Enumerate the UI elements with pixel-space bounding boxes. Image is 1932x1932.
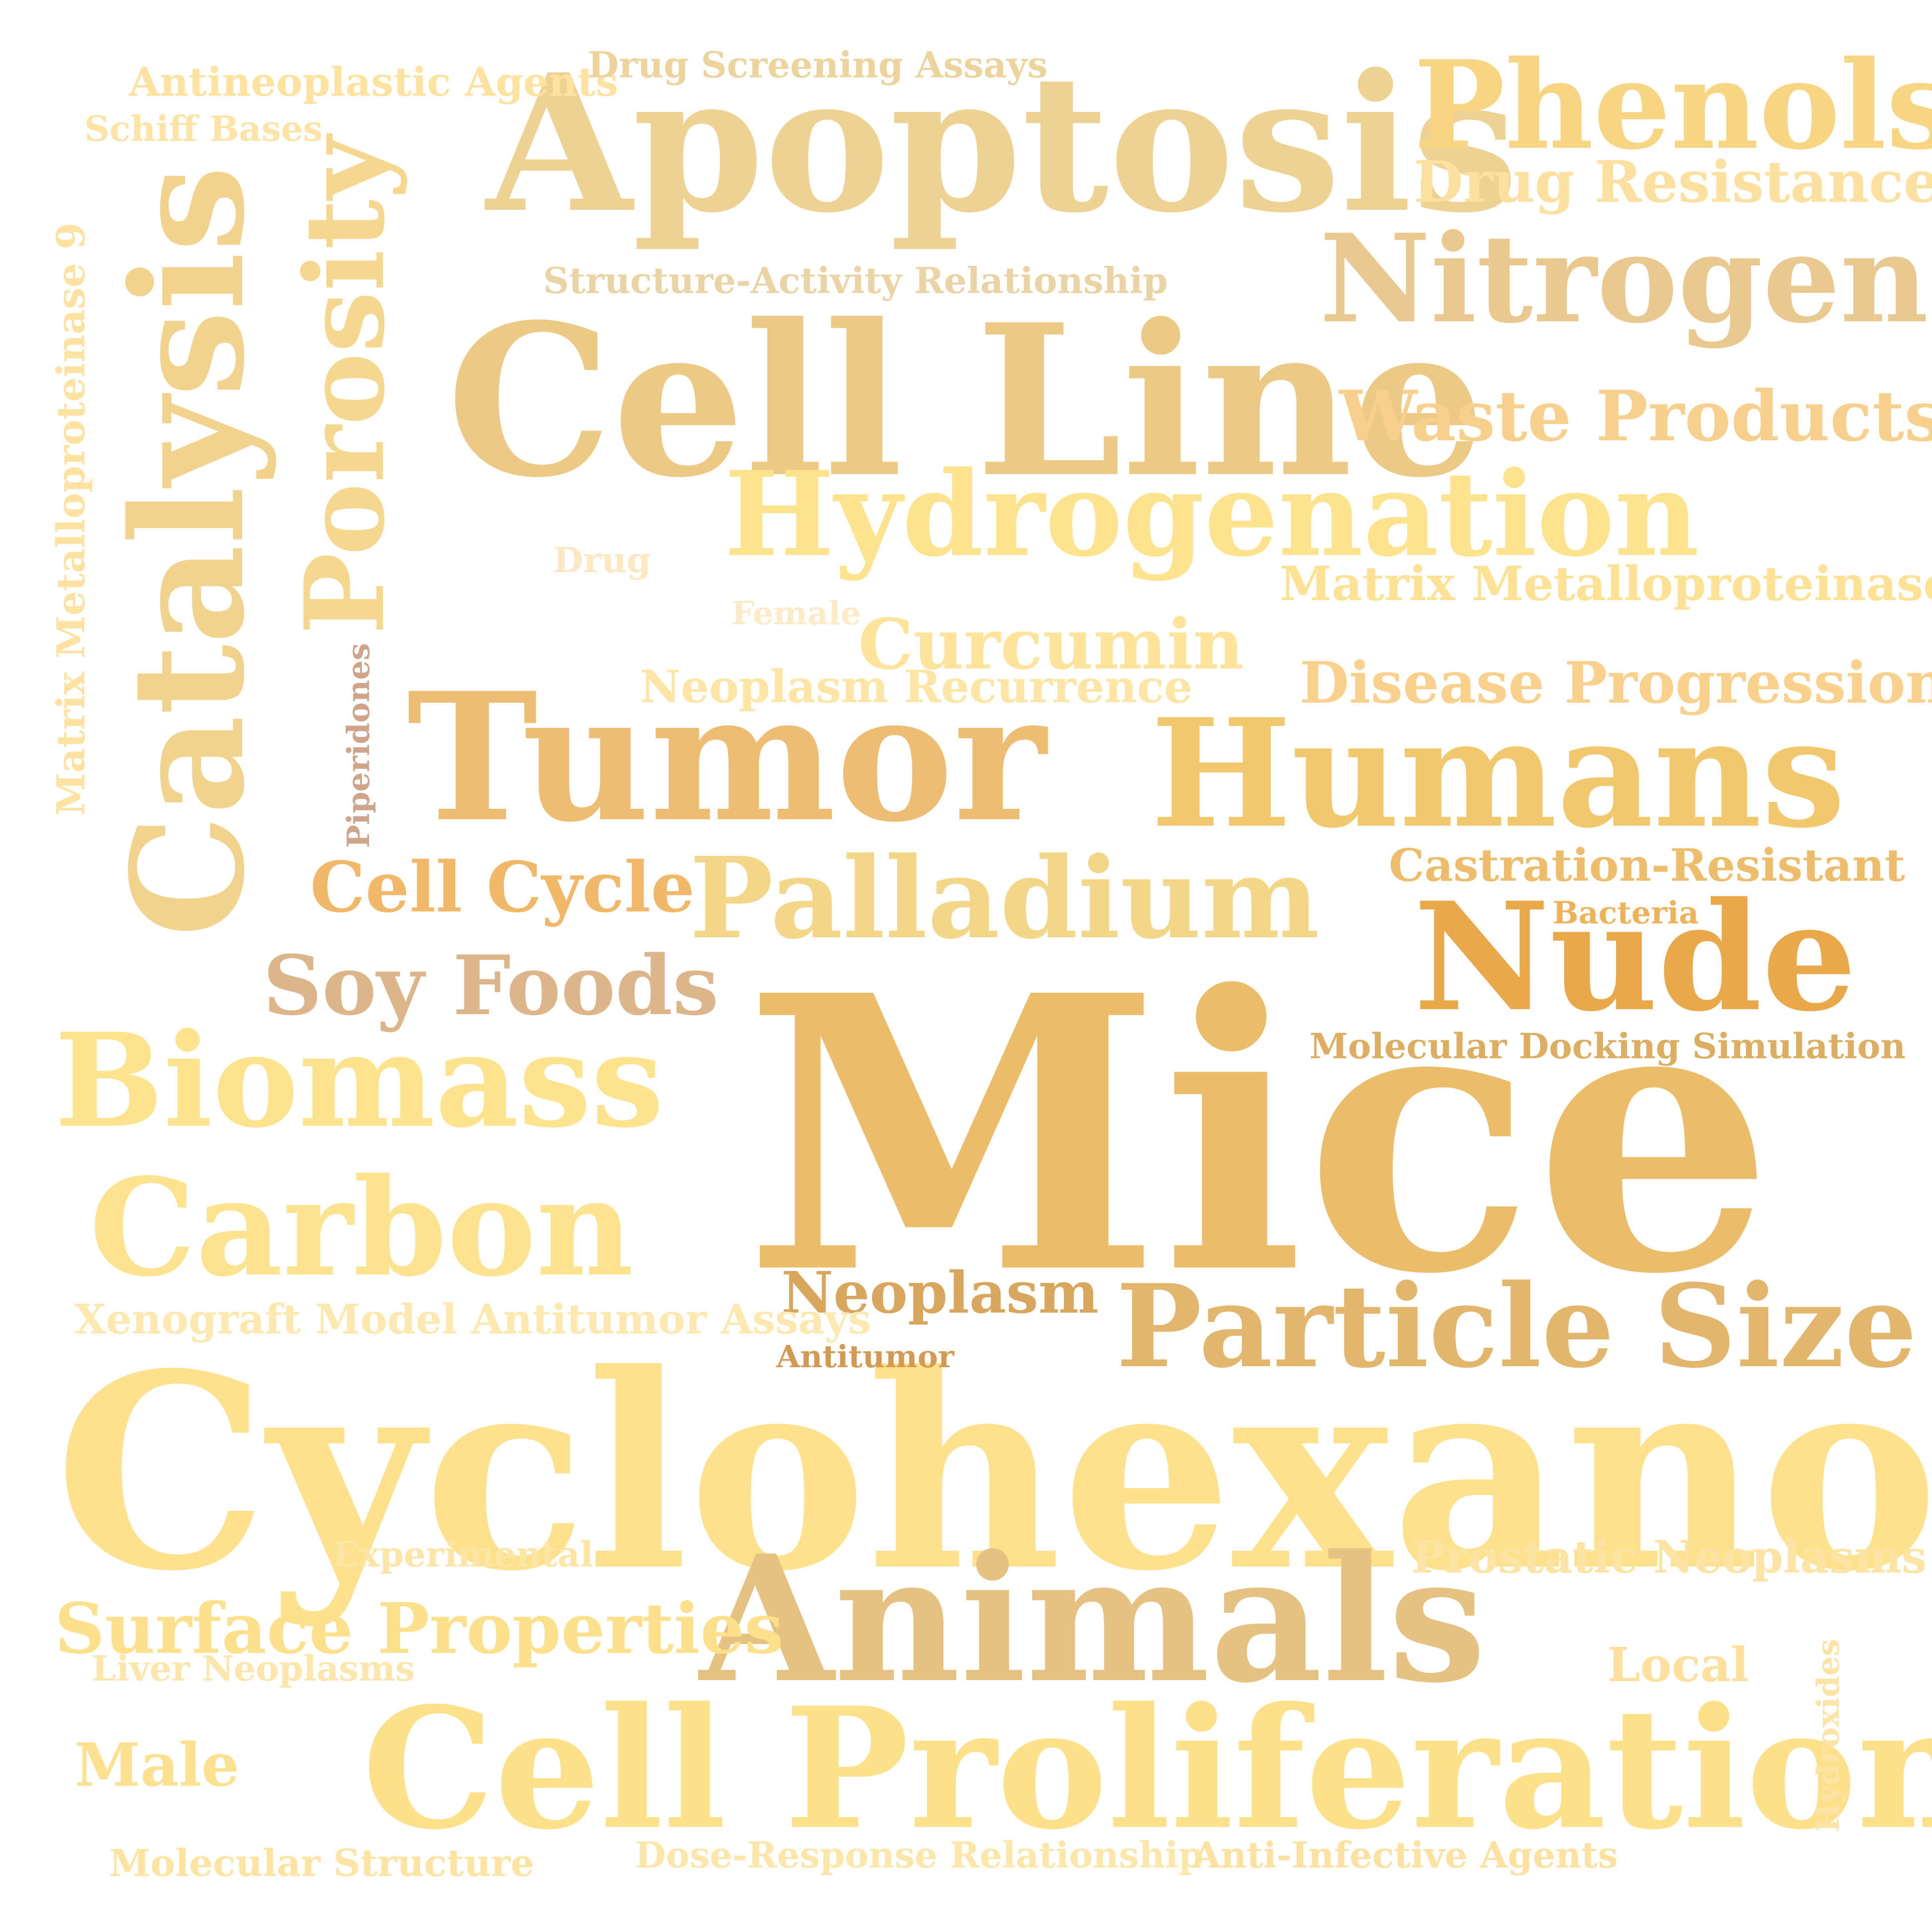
word-carbon: Carbon	[89, 1148, 634, 1306]
word-anti-infective-agents: Anti-Infective Agents	[1193, 1834, 1618, 1876]
word-drug: Drug	[553, 540, 651, 581]
word-schiff-bases: Schiff Bases	[84, 108, 323, 149]
word-cyclohexanones: Cyclohexanones	[55, 1316, 1932, 1630]
word-soy-foods: Soy Foods	[263, 937, 719, 1033]
word-porosity: Porosity	[280, 136, 409, 635]
word-local: Local	[1607, 1637, 1749, 1692]
word-structure-activity-relationship: Structure-Activity Relationship	[543, 259, 1168, 302]
word-matrix-metalloproteinase-2: Matrix Metalloproteinase 2	[1280, 556, 1932, 611]
word-apoptosis: Apoptosis	[486, 33, 1518, 254]
word-curcumin: Curcumin	[858, 604, 1244, 685]
word-piperidones: Piperidones	[340, 643, 376, 848]
word-phenols: Phenols	[1414, 34, 1932, 177]
word-antineoplastic-agents: Antineoplastic Agents	[129, 59, 619, 105]
word-molecular-docking-simulation: Molecular Docking Simulation	[1309, 1026, 1906, 1067]
word-prostatic-neoplasms: Prostatic Neoplasms	[1411, 1531, 1927, 1583]
word-drug-screening-assays: Drug Screening Assays	[588, 44, 1048, 86]
word-male: Male	[74, 1730, 240, 1800]
word-nitrogen: Nitrogen	[1319, 207, 1929, 350]
word-dose-response-relationship: Dose-Response Relationship	[635, 1834, 1204, 1876]
word-palladium: Palladium	[689, 833, 1320, 964]
word-humans: Humans	[1151, 686, 1846, 861]
word-cell-line: Cell Line	[446, 279, 1486, 524]
word-liver-neoplasms: Liver Neoplasms	[92, 1648, 415, 1689]
word-xenograft-model-antitumor-assays: Xenograft Model Antitumor Assays	[74, 1296, 872, 1343]
word-surface-properties: Surface Properties	[55, 1588, 784, 1670]
word-matrix-metalloproteinase-9: Matrix Metalloproteinase 9	[49, 222, 94, 816]
word-antitumor: Antitumor	[776, 1338, 954, 1375]
word-disease-progression: Disease Progression	[1300, 650, 1932, 717]
word-hydrogenation: Hydrogenation	[724, 446, 1699, 583]
word-drug-resistance: Drug Resistance	[1414, 149, 1932, 216]
word-castration-resistant: Castration-Resistant	[1389, 839, 1905, 892]
word-cell-cycle: Cell Cycle	[310, 847, 695, 928]
word-biomass: Biomass	[55, 1005, 664, 1156]
word-experimental: Experimental	[332, 1534, 593, 1575]
word-female: Female	[732, 595, 861, 632]
word-tumor: Tumor	[407, 654, 1047, 861]
word-waste-products: Waste Products	[1339, 376, 1932, 457]
word-neoplasm: Neoplasm	[781, 1260, 1099, 1327]
word-nude: Nude	[1414, 869, 1857, 1044]
word-hydroxides: Hydroxides	[1810, 1638, 1846, 1832]
word-catalysis: Catalysis	[98, 165, 279, 937]
word-mice: Mice	[744, 914, 1774, 1357]
word-cell-proliferation: Cell Proliferation	[362, 1671, 1932, 1867]
word-bacteria: Bacteria	[1553, 895, 1699, 931]
word-animals: Animals	[699, 1517, 1487, 1721]
word-particle-size: Particle Size	[1116, 1260, 1917, 1393]
word-neoplasm-recurrence: Neoplasm Recurrence	[640, 661, 1193, 713]
word-molecular-structure: Molecular Structure	[109, 1841, 535, 1885]
